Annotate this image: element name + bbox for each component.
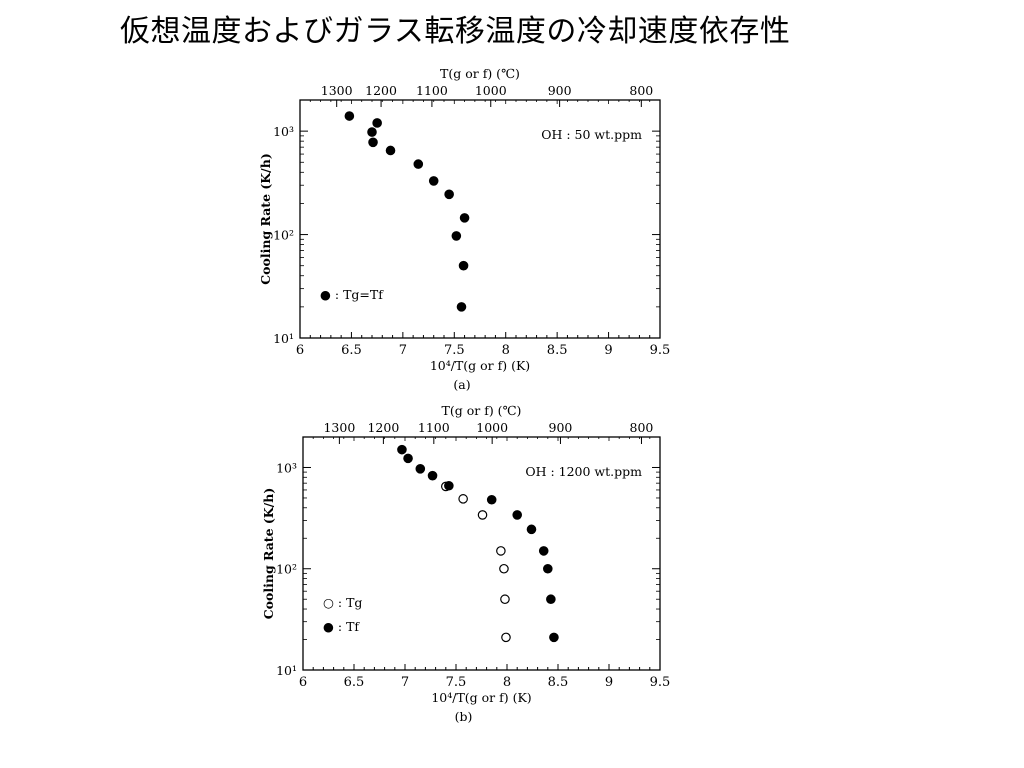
data-point-filled: [456, 302, 467, 312]
legend-entry: ○ : Tg: [323, 595, 362, 610]
x-tick-label: 8.5: [547, 343, 568, 358]
data-point-open: [458, 494, 468, 504]
y-tick-label: 10²: [273, 228, 294, 243]
data-point-filled: [397, 444, 407, 455]
x-tick-label: 6: [296, 343, 304, 358]
panel-label: (b): [455, 709, 473, 724]
x-tick-label: 7.5: [444, 343, 465, 358]
y-tick-label: 10¹: [273, 331, 294, 346]
top-tick-label: 1100: [418, 420, 450, 435]
plot-frame: [302, 436, 661, 671]
panel-label: (a): [453, 377, 470, 392]
top-tick-label: 1300: [323, 420, 355, 435]
data-point-filled: [344, 111, 355, 121]
chart-panel-a: 6 6.5 7 7.5 8 8.5 9 9.5 1300 1200 1100 1000 900 800 10…: [258, 66, 670, 392]
x-tick-label: 9.5: [650, 343, 671, 358]
data-point-filled: [444, 189, 454, 200]
data-point-open: [500, 594, 510, 605]
slide-title: 仮想温度およびガラス転移温度の冷却速度依存性: [120, 14, 791, 49]
data-point-filled: [444, 480, 454, 491]
data-point-filled: [542, 563, 553, 574]
data-point-filled: [413, 159, 424, 169]
y-tick-label: 10²: [276, 562, 297, 577]
y-tick-label: 10³: [276, 460, 297, 475]
x-tick-label: 6: [299, 675, 307, 690]
data-point-filled: [546, 594, 556, 605]
data-point-filled: [372, 118, 382, 128]
data-point-filled: [486, 494, 497, 505]
y-axis-label: Cooling Rate (K/h): [261, 488, 276, 620]
x-tick-label: 7: [401, 675, 409, 690]
data-point-filled: [538, 546, 549, 556]
x-tick-label: 6.5: [341, 343, 362, 358]
top-tick-label: 1000: [476, 420, 508, 435]
top-tick-label: 1200: [365, 83, 397, 98]
data-point-filled: [403, 453, 413, 464]
data-point-filled: [367, 127, 377, 137]
plot-frame: [299, 99, 661, 339]
chart-panel-b: 6 6.5 7 7.5 8 8.5 9 9.5 1300 1200 1100 1000 900 800 10…: [261, 403, 670, 724]
top-tick-label: 800: [629, 83, 653, 98]
y-tick-label: 10¹: [276, 663, 297, 678]
data-point-open: [496, 546, 506, 556]
x-axis-label: 10⁴/T(g or f) (K): [430, 358, 530, 373]
y-tick-label: 10³: [273, 124, 294, 139]
x-tick-label: 8: [503, 675, 511, 690]
annotation: OH : 50 wt.ppm: [541, 127, 642, 142]
x-tick-label: 7: [399, 343, 407, 358]
data-point-filled: [549, 632, 559, 643]
x-tick-label: 9: [604, 343, 612, 358]
data-point-open: [501, 632, 511, 643]
data-point-filled: [427, 470, 438, 481]
x-tick-label: 8.5: [548, 675, 569, 690]
data-point-open: [477, 510, 488, 520]
data-point-filled: [385, 145, 396, 156]
top-tick-label: 1000: [475, 83, 507, 98]
top-axis-label: T(g or f) (℃): [440, 66, 520, 81]
data-point-filled: [415, 464, 426, 474]
x-axis-label: 10⁴/T(g or f) (K): [431, 690, 531, 705]
top-tick-label: 800: [630, 420, 654, 435]
x-tick-label: 8: [502, 343, 510, 358]
legend-entry: ● : Tg=Tf: [320, 287, 384, 302]
data-point-open: [499, 563, 509, 574]
top-tick-label: 1100: [416, 83, 448, 98]
data-point-filled: [458, 260, 469, 271]
y-axis-label: Cooling Rate (K/h): [258, 153, 273, 285]
x-tick-label: 6.5: [344, 675, 365, 690]
x-tick-label: 9: [605, 675, 613, 690]
top-tick-label: 900: [549, 420, 573, 435]
data-point-filled: [451, 231, 462, 241]
data-point-filled: [526, 524, 537, 535]
data-point-filled: [428, 176, 439, 186]
top-axis-label: T(g or f) (℃): [442, 403, 522, 418]
annotation: OH : 1200 wt.ppm: [525, 464, 642, 479]
legend-entry: ● : Tf: [323, 619, 360, 634]
top-tick-label: 1300: [321, 83, 353, 98]
data-point-filled: [512, 510, 522, 520]
x-tick-label: 9.5: [650, 675, 671, 690]
data-point-filled: [459, 213, 470, 223]
x-tick-label: 7.5: [446, 675, 467, 690]
top-tick-label: 900: [548, 83, 572, 98]
data-point-filled: [368, 137, 378, 148]
top-tick-label: 1200: [367, 420, 399, 435]
